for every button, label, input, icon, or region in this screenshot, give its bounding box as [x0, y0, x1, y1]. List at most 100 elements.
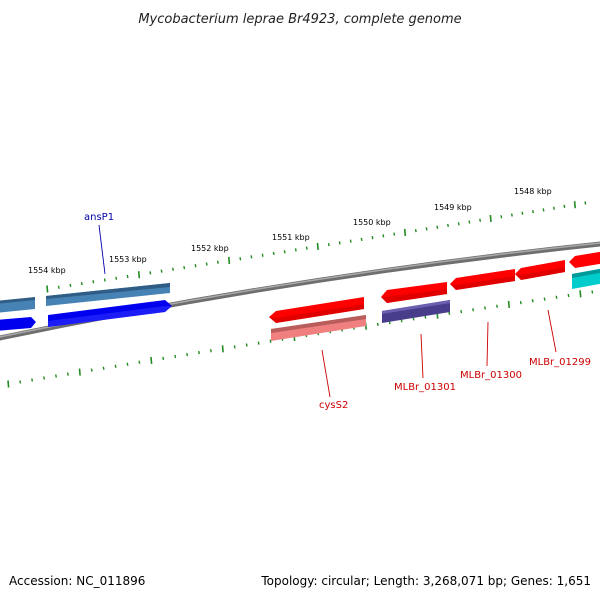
inner-ring-tick: [472, 308, 475, 312]
label-cysS2: cysS2: [319, 400, 348, 411]
inner-ring-tick: [7, 380, 10, 388]
outer-ring-tick: [510, 213, 513, 217]
inner-ring-tick: [460, 309, 463, 314]
inner-ring-tick: [43, 376, 46, 380]
gene-blue-left-1[interactable]: [0, 317, 36, 331]
outer-ring-tick: [542, 208, 545, 212]
outer-ring-tick: [69, 283, 72, 288]
inner-ring-tick: [138, 360, 141, 364]
inner-ring-tick: [186, 352, 189, 357]
outer-ring-tick: [115, 276, 118, 280]
outer-ring-tick: [172, 267, 174, 271]
inner-ring-tick: [555, 295, 558, 299]
outer-ring-tick: [349, 239, 352, 243]
outer-ring-tick: [294, 248, 297, 252]
outer-ring-tick: [457, 222, 460, 226]
inner-ring-tick: [257, 341, 260, 345]
inner-ring-tick: [484, 306, 486, 310]
outer-ring-tick: [393, 232, 396, 236]
inner-ring-tick: [424, 315, 427, 319]
gene-ansP1-shade: [46, 283, 170, 299]
inner-ring-tick: [221, 345, 224, 353]
outer-ring-tick: [338, 241, 341, 245]
leader-ansP1: [98, 224, 106, 275]
outer-ring-tick: [532, 209, 534, 214]
inner-ring-tick: [126, 362, 129, 366]
inner-ring-tick: [531, 299, 534, 303]
inner-ring-tick: [519, 300, 522, 305]
outer-ring-tick: [436, 225, 439, 229]
outer-ring-tick: [584, 201, 587, 205]
outer-ring-tick: [425, 227, 428, 231]
outer-ring-tick: [553, 206, 555, 210]
outer-ring-tick: [500, 215, 503, 219]
inner-ring-tick: [269, 339, 272, 343]
outer-ring-tick: [80, 281, 83, 286]
ruler-label-1554: 1554 kbp: [28, 266, 66, 275]
leader-MLBr01299: [547, 309, 557, 353]
inner-ring-tick: [31, 378, 34, 382]
outer-ring-tick: [479, 218, 482, 222]
gene-MLBr01301-cds-highlight: [381, 289, 447, 303]
inner-ring-tick: [102, 366, 105, 370]
inner-ring-tick: [567, 293, 570, 298]
inner-ring-tick: [19, 380, 22, 384]
gene-right-red[interactable]: [569, 251, 600, 268]
outer-ring-tick: [228, 256, 231, 265]
outer-ring-tick: [403, 228, 407, 236]
label-MLBr01299: MLBr_01299: [529, 357, 591, 368]
gene-cysS2-shade: [271, 315, 366, 333]
outer-ring-tick: [239, 257, 242, 261]
inner-ring-tick: [245, 343, 248, 347]
inner-ring-tick: [376, 322, 379, 327]
map-title: Mycobacterium leprae Br4923, complete ge…: [138, 12, 461, 27]
outer-ring-tick: [521, 211, 524, 215]
inner-ring-tick: [162, 356, 165, 361]
inner-ring-tick: [174, 354, 177, 359]
ruler-label-1551: 1551 kbp: [272, 233, 310, 242]
outer-ring-tick: [183, 265, 186, 270]
outer-tick-ring: [46, 201, 587, 293]
inner-ring-tick: [150, 356, 153, 364]
gene-MLBr01299-cds-highlight: [515, 267, 565, 280]
inner-ring-tick: [66, 372, 69, 376]
ruler-label-1549: 1549 kbp: [434, 203, 472, 212]
outer-ring-tick: [57, 285, 60, 289]
outer-ring-tick: [261, 253, 264, 257]
ruler-label-1552: 1552 kbp: [191, 244, 229, 253]
outer-ring-tick: [489, 214, 492, 223]
outer-ring-tick: [137, 271, 141, 279]
inner-ring-tick: [233, 345, 236, 349]
outer-ring-tick: [468, 220, 471, 224]
outer-ring-tick: [382, 234, 385, 238]
outer-ring-tick: [563, 204, 566, 209]
outer-ring-tick: [194, 264, 197, 268]
outer-ring-tick: [216, 260, 219, 264]
gene-blue-forward-highlight: [48, 306, 172, 327]
outer-ring-tick: [92, 280, 95, 284]
inner-ring-tick: [579, 290, 582, 298]
outer-ring-tick: [160, 269, 163, 273]
gene-right-cyan-shade: [572, 268, 600, 278]
ruler-label-1550: 1550 kbp: [353, 218, 391, 227]
outer-ring-tick: [447, 223, 449, 228]
genome-summary-text: Topology: circular; Length: 3,268,071 bp…: [260, 574, 591, 588]
accession-text: Accession: NC_011896: [9, 574, 145, 588]
outer-ring-tick: [327, 242, 330, 247]
outer-ring-tick: [573, 201, 576, 209]
inner-ring-tick: [114, 364, 117, 368]
inner-ring-tick: [78, 368, 81, 376]
outer-ring-tick: [283, 250, 286, 254]
leader-cysS2: [321, 349, 331, 398]
inner-ring-tick: [90, 368, 93, 372]
outer-ring-tick: [103, 278, 106, 282]
inner-ring-tick: [543, 297, 546, 301]
ruler-label-1548: 1548 kbp: [514, 187, 552, 196]
outer-ring-tick: [149, 271, 152, 275]
outer-ring-tick: [205, 262, 208, 266]
inner-ring-tick: [209, 349, 212, 353]
outer-ring-tick: [46, 285, 49, 293]
gene-cysS2-cds-highlight: [269, 304, 364, 323]
leader-MLBr01300: [486, 321, 489, 367]
